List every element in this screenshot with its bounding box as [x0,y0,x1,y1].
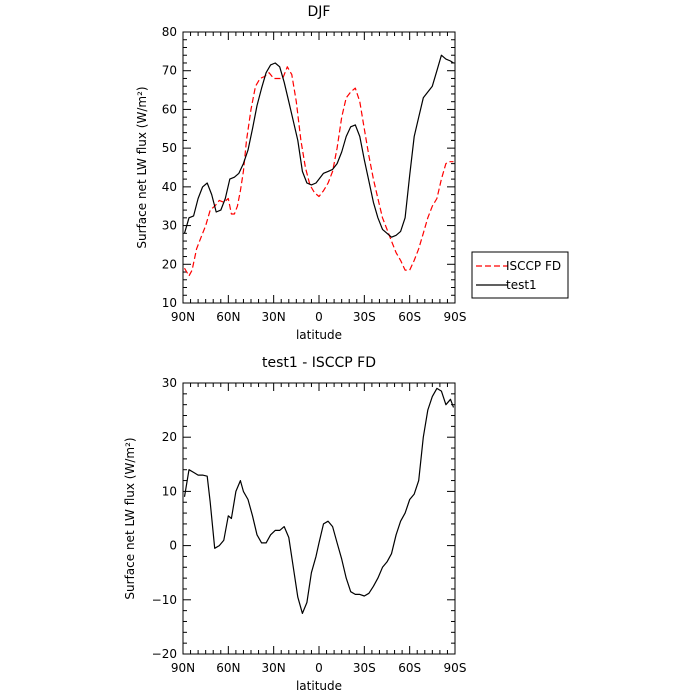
bottom-y-tick-label: 30 [162,376,177,390]
bottom-chart-title: test1 - ISCCP FD [262,355,376,371]
top-x-tick-label: 60N [216,310,240,324]
bottom-y-tick-label: 10 [162,484,177,498]
bottom-x-tick-label: 60S [398,661,421,675]
bottom-x-axis-label: latitude [296,679,342,693]
bottom-plot-frame [182,382,456,655]
bottom-series-line-0 [183,387,455,615]
legend-box [471,251,569,299]
top-y-axis-label: Surface net LW flux (W/m²) [135,86,149,248]
top-x-tick-label: 60S [398,310,421,324]
bottom-x-tick-label: 60N [216,661,240,675]
top-y-tick-label: 60 [162,102,177,116]
top-y-tick-label: 50 [162,141,177,155]
top-x-tick-label: 30S [353,310,376,324]
bottom-y-tick-label: 0 [169,539,177,553]
bottom-y-tick-label: −20 [152,647,177,661]
bottom-x-tick-label: 30S [353,661,376,675]
top-x-tick-label: 90N [171,310,195,324]
top-series-line-isccp-fd [183,66,454,277]
chart-bottom-panel: test1 - ISCCP FD 90N 60N 30N 0 30S 60S 90S −20 −1… [123,355,466,693]
top-x-tick-label: 30N [262,310,286,324]
bottom-y-tick-label: 20 [162,430,177,444]
bottom-y-axis-label: Surface net LW flux (W/m²) [123,437,137,599]
bottom-x-tick-label: 90S [444,661,467,675]
legend-label-test1: test1 [506,278,537,292]
top-x-axis-label: latitude [296,328,342,342]
top-x-tick-label: 90S [444,310,467,324]
chart-top-panel: DJF 90N 60N 30N 0 30S 60S 90S 10 20 30 40 50 60 70 80 la… [135,4,466,342]
bottom-x-tick-label: 0 [315,661,323,675]
bottom-y-tick-label: −10 [152,593,177,607]
top-x-tick-label: 0 [315,310,323,324]
top-y-tick-label: 20 [162,257,177,271]
legend-label-isccp-fd: ISCCP FD [506,259,561,273]
top-y-tick-label: 30 [162,219,177,233]
bottom-x-tick-label: 90N [171,661,195,675]
top-y-tick-label: 70 [162,64,177,78]
top-y-tick-label: 40 [162,180,177,194]
top-plot-frame [182,31,456,304]
top-series-line-test1 [183,54,454,238]
bottom-x-tick-label: 30N [262,661,286,675]
top-chart-title: DJF [308,4,331,20]
legend: ISCCP FD test1 [471,251,569,299]
top-y-tick-label: 10 [162,296,177,310]
top-y-tick-label: 80 [162,25,177,39]
